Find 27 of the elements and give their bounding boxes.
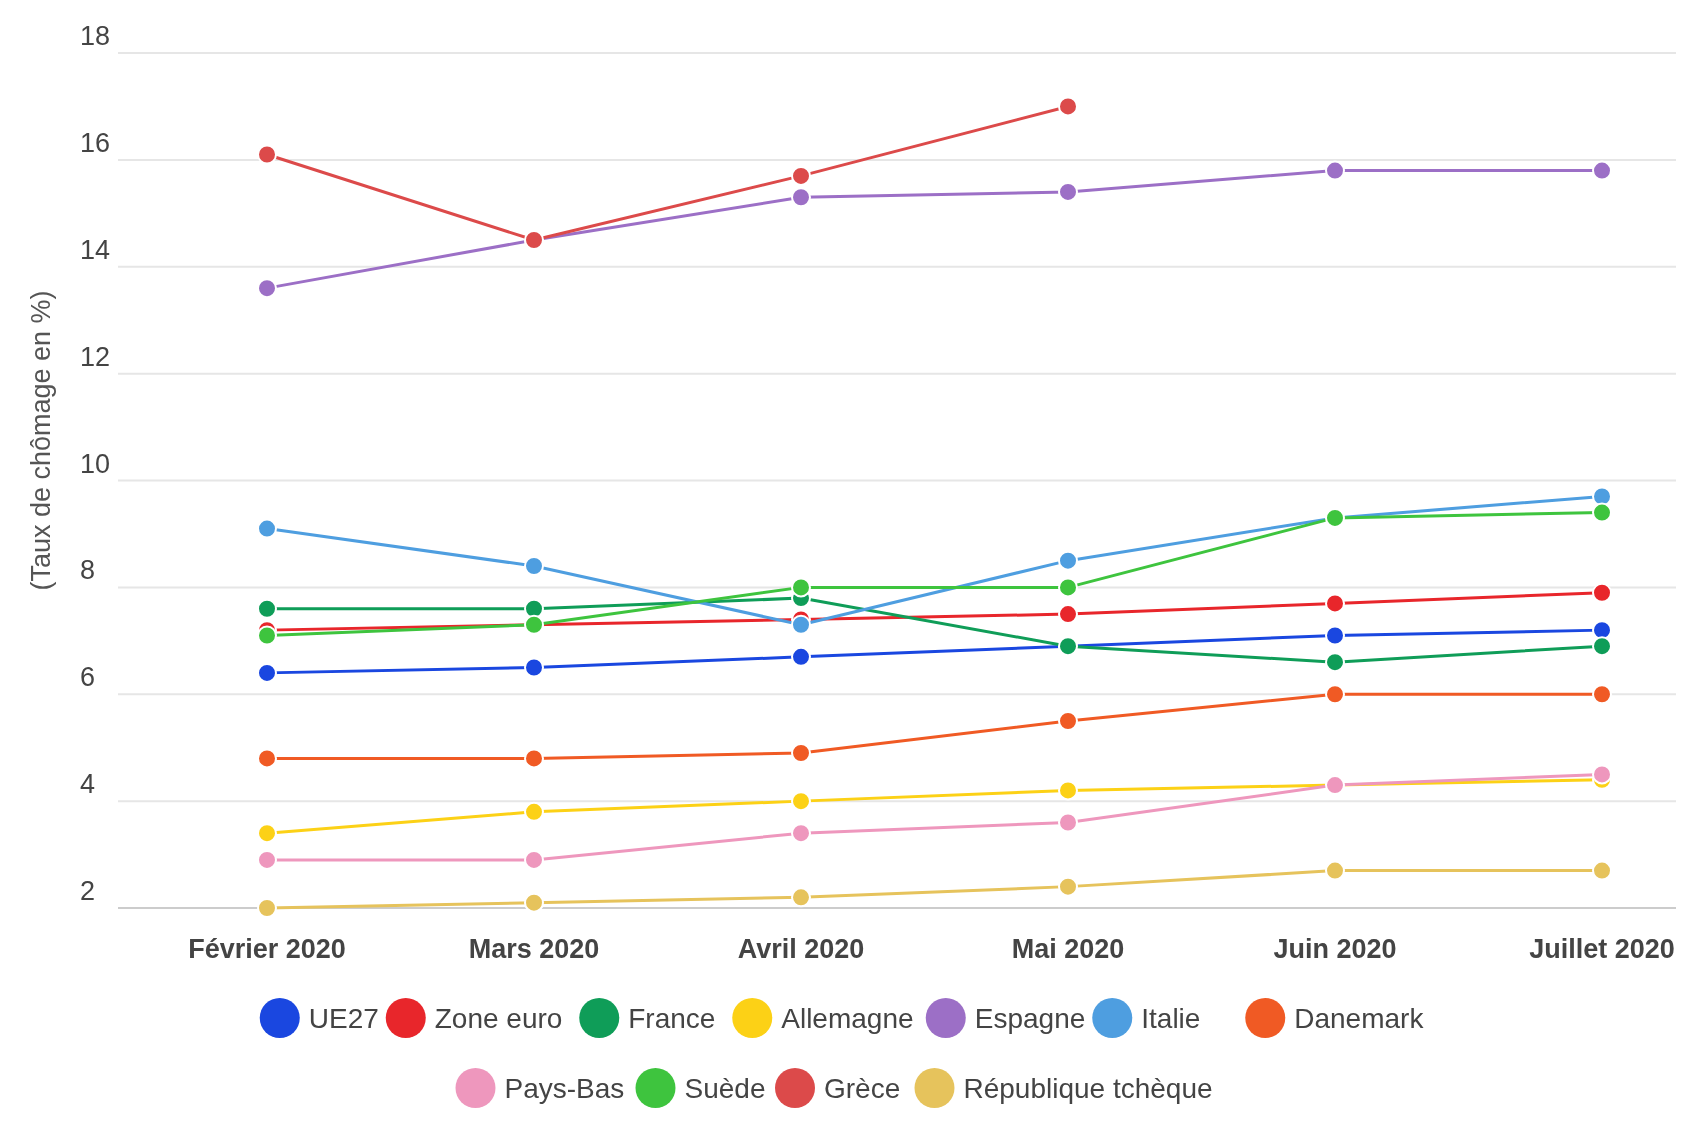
x-tick-label: Juin 2020 — [1273, 934, 1397, 964]
legend-label: UE27 — [308, 1003, 379, 1034]
y-tick-label: 12 — [80, 341, 111, 372]
legend-label: Allemagne — [781, 1003, 914, 1034]
x-tick-label: Février 2020 — [188, 934, 346, 964]
legend-label: Espagne — [974, 1003, 1086, 1034]
legend-label: Zone euro — [434, 1003, 563, 1034]
x-tick-label: Mai 2020 — [1011, 934, 1125, 964]
legend-label: République tchèque — [963, 1073, 1213, 1104]
x-tick-label: Mars 2020 — [468, 934, 600, 964]
y-tick-label: 4 — [80, 769, 96, 800]
y-tick-label: 16 — [80, 127, 111, 158]
y-tick-label: 2 — [80, 876, 96, 906]
y-tick-label: 18 — [80, 21, 111, 51]
y-tick-label: 6 — [80, 662, 96, 693]
legend-label: Pays-Bas — [504, 1073, 625, 1104]
legend-label: Grèce — [824, 1073, 901, 1104]
y-tick-label: 8 — [80, 555, 96, 586]
y-tick-label: 10 — [80, 448, 111, 479]
legend-label: France — [628, 1003, 716, 1034]
y-tick-label: 14 — [80, 234, 111, 265]
legend-label: Danemark — [1294, 1003, 1425, 1034]
x-tick-label: Juillet 2020 — [1529, 934, 1675, 964]
legend-label: Italie — [1141, 1003, 1201, 1034]
y-axis-title: (Taux de chômage en %) — [26, 290, 56, 591]
x-tick-label: Avril 2020 — [737, 934, 865, 964]
legend-label: Suède — [684, 1073, 766, 1104]
